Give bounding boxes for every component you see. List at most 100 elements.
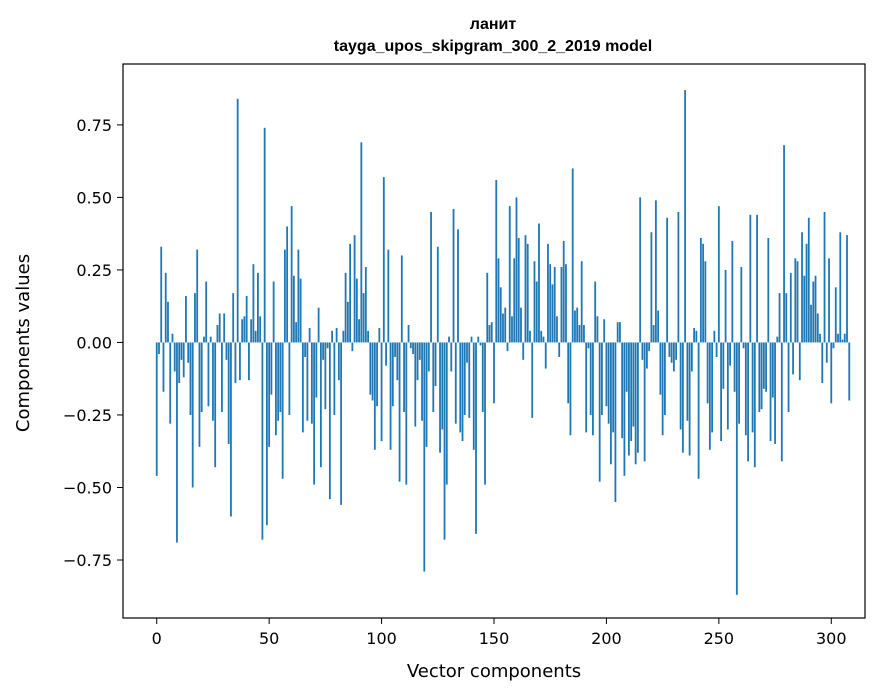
bar-25	[212, 342, 214, 421]
y-tick-label-5: 0.50	[76, 188, 112, 207]
bar-84	[344, 272, 347, 343]
bar-41	[248, 342, 250, 381]
bar-123	[432, 342, 435, 413]
bar-235	[684, 90, 687, 343]
bar-270	[762, 342, 765, 389]
bar-138	[466, 342, 468, 363]
bar-22	[205, 281, 208, 343]
bar-259	[738, 342, 740, 424]
bar-12	[182, 342, 185, 378]
bar-254	[726, 342, 729, 430]
bar-112	[407, 325, 410, 343]
bar-276	[776, 336, 779, 343]
bar-272	[767, 238, 770, 343]
bar-171	[540, 330, 543, 343]
bar-264	[749, 214, 752, 343]
bar-127	[441, 342, 444, 430]
bar-43	[252, 264, 255, 343]
bar-266	[753, 342, 756, 468]
bar-5	[167, 301, 169, 343]
bar-148	[488, 325, 491, 343]
bar-230	[672, 342, 675, 372]
bar-252	[722, 342, 725, 389]
bar-228	[668, 342, 671, 357]
bar-136	[461, 342, 464, 442]
bar-14	[187, 342, 190, 363]
y-tick-label-4: 0.25	[76, 261, 112, 280]
bar-58	[286, 226, 289, 343]
bar-124	[434, 342, 437, 386]
x-axis-ticks: 0 50 100 150 200 250 300	[152, 618, 847, 648]
bar-274	[771, 342, 774, 398]
bar-158	[511, 316, 513, 343]
bar-131	[450, 342, 453, 372]
bar-82	[340, 342, 342, 505]
bar-100	[380, 342, 383, 442]
bar-292	[812, 281, 815, 343]
bar-163	[522, 342, 525, 360]
bar-180	[560, 267, 563, 343]
bar-168	[533, 261, 536, 343]
bar-159	[513, 258, 516, 343]
x-tick-label-3: 150	[479, 629, 510, 648]
y-tick-label-6: 0.75	[76, 116, 112, 135]
bar-258	[735, 342, 738, 595]
bar-18	[196, 249, 199, 343]
bar-118	[421, 342, 423, 421]
bar-101	[382, 177, 385, 343]
bar-191	[585, 342, 588, 433]
bar-256	[731, 240, 734, 343]
bar-98	[376, 342, 378, 407]
bar-30	[223, 313, 226, 343]
bar-26	[214, 342, 217, 468]
bar-227	[666, 217, 669, 343]
bar-280	[785, 293, 788, 343]
bar-91	[360, 142, 363, 343]
bar-69	[310, 342, 313, 424]
bar-129	[445, 342, 448, 485]
bar-80	[335, 327, 338, 343]
bar-174	[547, 243, 549, 343]
bar-209	[625, 342, 628, 392]
bar-161	[517, 238, 520, 343]
bar-296	[821, 342, 824, 384]
bar-306	[843, 333, 846, 343]
bar-283	[792, 342, 794, 375]
bar-28	[218, 313, 221, 343]
bar-222	[654, 200, 657, 343]
bar-series	[155, 90, 851, 595]
bar-151	[495, 180, 498, 343]
bar-164	[524, 235, 527, 343]
chart-title: ланит	[470, 16, 517, 33]
bar-74	[322, 342, 325, 360]
bar-17	[194, 293, 196, 343]
bar-135	[459, 342, 462, 433]
bar-225	[661, 342, 664, 436]
bar-61	[292, 275, 295, 343]
x-axis-label: Vector components	[407, 661, 581, 682]
bar-92	[362, 293, 365, 343]
bar-23	[207, 342, 210, 407]
bar-217	[643, 342, 646, 462]
bar-66	[304, 342, 307, 357]
bar-48	[263, 127, 266, 343]
bar-206	[619, 322, 621, 343]
bar-261	[742, 342, 745, 349]
bar-165	[526, 243, 529, 343]
bar-265	[751, 342, 754, 433]
bar-192	[587, 342, 590, 349]
bar-57	[283, 249, 286, 343]
bar-249	[715, 342, 718, 357]
bar-200	[605, 342, 608, 407]
bar-79	[333, 342, 336, 415]
bar-6	[169, 342, 172, 424]
bar-170	[538, 223, 540, 343]
bar-223	[657, 310, 660, 343]
bar-119	[423, 342, 426, 572]
bar-73	[319, 342, 322, 468]
bar-110	[403, 342, 405, 413]
bar-245	[706, 342, 709, 404]
bar-199	[603, 319, 606, 343]
bar-95	[369, 342, 372, 395]
bar-204	[614, 342, 617, 502]
